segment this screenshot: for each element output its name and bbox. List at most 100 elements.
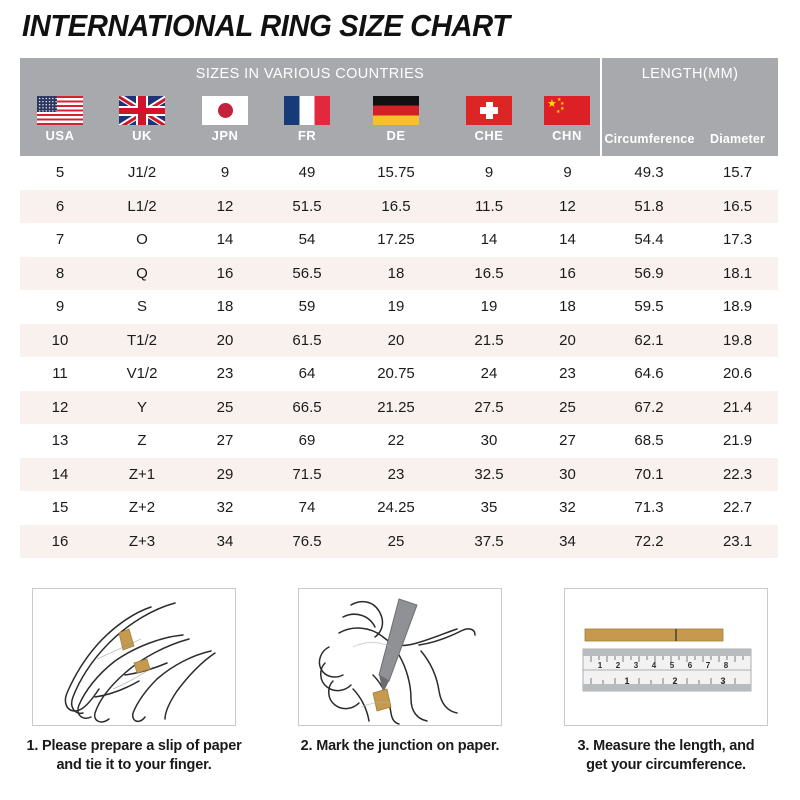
table-cell: 16.5 <box>348 189 444 223</box>
table-cell: Z+1 <box>100 457 184 491</box>
table-row: 16 Z+3 34 76.5 25 37.5 34 72.2 23.1 <box>20 524 779 558</box>
table-row: 13 Z 27 69 22 30 27 68.5 21.9 <box>20 424 779 458</box>
table-cell: 51.8 <box>601 189 698 223</box>
table-cell: 20.75 <box>348 357 444 391</box>
table-row: 14 Z+1 29 71.5 23 32.5 30 70.1 22.3 <box>20 457 779 491</box>
table-cell: Y <box>100 390 184 424</box>
table-cell: 8 <box>20 256 100 290</box>
ch-flag-icon <box>466 96 512 125</box>
column-header-de: DE <box>348 90 444 156</box>
table-cell: 21.5 <box>444 323 534 357</box>
table-cell: 21.25 <box>348 390 444 424</box>
jp-flag-sun-disc <box>217 103 233 118</box>
table-cell: 15.75 <box>348 156 444 190</box>
table-cell: 32 <box>184 491 266 525</box>
table-cell: 20 <box>534 323 602 357</box>
de-flag-icon <box>373 96 419 125</box>
step-2-caption-line-1: 2. Mark the junction on paper. <box>300 738 500 754</box>
ring-size-table: SIZES IN VARIOUS COUNTRIES LENGTH(MM) US… <box>20 58 779 558</box>
cn-flag-icon: ★ ★ ★ ★ ★ <box>544 96 591 125</box>
table-row: 12 Y 25 66.5 21.25 27.5 25 67.2 21.4 <box>20 390 779 424</box>
column-header-usa: USA <box>20 90 100 156</box>
table-cell: 16.5 <box>697 189 779 223</box>
table-cell: 9 <box>184 156 266 190</box>
table-cell: 30 <box>534 457 602 491</box>
step-3-caption: 3. Measure the length, and get your circ… <box>552 737 780 775</box>
cn-flag-small-star-3: ★ <box>560 106 565 112</box>
table-cell: Z+3 <box>100 524 184 558</box>
country-code-de: DE <box>386 128 406 143</box>
ch-flag-cross-horizontal <box>480 107 498 114</box>
table-cell: 20 <box>348 323 444 357</box>
table-cell: 18.1 <box>697 256 779 290</box>
group-header-row: SIZES IN VARIOUS COUNTRIES LENGTH(MM) <box>20 58 779 90</box>
table-cell: 18 <box>534 290 602 324</box>
table-cell: 54.4 <box>601 223 698 257</box>
table-cell: 14 <box>20 457 100 491</box>
table-cell: J1/2 <box>100 156 184 190</box>
table-row: 15 Z+2 32 74 24.25 35 32 71.3 22.7 <box>20 491 779 525</box>
table-cell: 51.5 <box>266 189 348 223</box>
table-cell: V1/2 <box>100 357 184 391</box>
svg-text:3: 3 <box>720 676 725 686</box>
table-cell: S <box>100 290 184 324</box>
group-header-sizes: SIZES IN VARIOUS COUNTRIES <box>20 58 603 90</box>
column-label-diameter: Diameter <box>709 132 766 146</box>
column-header-chn: ★ ★ ★ ★ ★ CHN <box>534 90 603 156</box>
table-cell: 10 <box>20 323 100 357</box>
column-header-diameter: Diameter <box>697 90 779 156</box>
table-row: 9 S 18 59 19 19 18 59.5 18.9 <box>20 290 779 324</box>
uk-flag-cross-red-vertical <box>138 96 146 125</box>
svg-text:1: 1 <box>598 661 603 670</box>
table-cell: 29 <box>184 457 266 491</box>
cn-flag-small-star-2: ★ <box>560 101 565 107</box>
hand-with-paper-strip-illustration <box>64 602 216 723</box>
table-cell: 9 <box>534 156 602 190</box>
table-cell: 23.1 <box>697 524 779 558</box>
table-cell: 19 <box>444 290 534 324</box>
table-cell: 5 <box>20 156 100 190</box>
table-cell: 17.3 <box>697 223 779 257</box>
uk-flag-icon <box>119 96 165 125</box>
fr-flag-icon <box>284 96 330 125</box>
country-code-uk: UK <box>132 128 152 143</box>
step-2-caption: 2. Mark the junction on paper. <box>286 737 514 756</box>
svg-text:6: 6 <box>688 661 693 670</box>
table-cell: 12 <box>534 189 602 223</box>
table-cell: 9 <box>20 290 100 324</box>
table-cell: Q <box>100 256 184 290</box>
svg-text:8: 8 <box>724 661 729 670</box>
table-cell: 24 <box>444 357 534 391</box>
table-cell: 18.9 <box>697 290 779 324</box>
table-cell: 23 <box>534 357 602 391</box>
table-cell: 49 <box>266 156 348 190</box>
step-1-caption-line-2: and tie it to your finger. <box>56 757 212 774</box>
us-flag-icon <box>37 96 83 125</box>
table-row: 10 T1/2 20 61.5 20 21.5 20 62.1 19.8 <box>20 323 779 357</box>
svg-text:1: 1 <box>624 676 629 686</box>
step-2-image-frame <box>298 588 502 726</box>
table-cell: O <box>100 223 184 257</box>
table-cell: 20 <box>184 323 266 357</box>
table-cell: 71.5 <box>266 457 348 491</box>
table-cell: 16 <box>184 256 266 290</box>
table-cell: 32 <box>534 491 602 525</box>
group-header-length: LENGTH(MM) <box>601 58 779 90</box>
hand-marking-paper-with-pen-illustration <box>318 598 476 725</box>
table-cell: L1/2 <box>100 189 184 223</box>
table-cell: 16.5 <box>444 256 534 290</box>
country-header-row: USA UK <box>20 90 779 156</box>
table-cell: 21.9 <box>697 424 779 458</box>
table-cell: 35 <box>444 491 534 525</box>
table-cell: 13 <box>20 424 100 458</box>
table-cell: 12 <box>20 390 100 424</box>
table-cell: 74 <box>266 491 348 525</box>
step-3-caption-line-2: get your circumference. <box>586 757 746 774</box>
table-cell: 70.1 <box>601 457 698 491</box>
table-cell: 17.25 <box>348 223 444 257</box>
table-cell: T1/2 <box>100 323 184 357</box>
table-cell: 24.25 <box>348 491 444 525</box>
table-cell: 64.6 <box>601 357 698 391</box>
